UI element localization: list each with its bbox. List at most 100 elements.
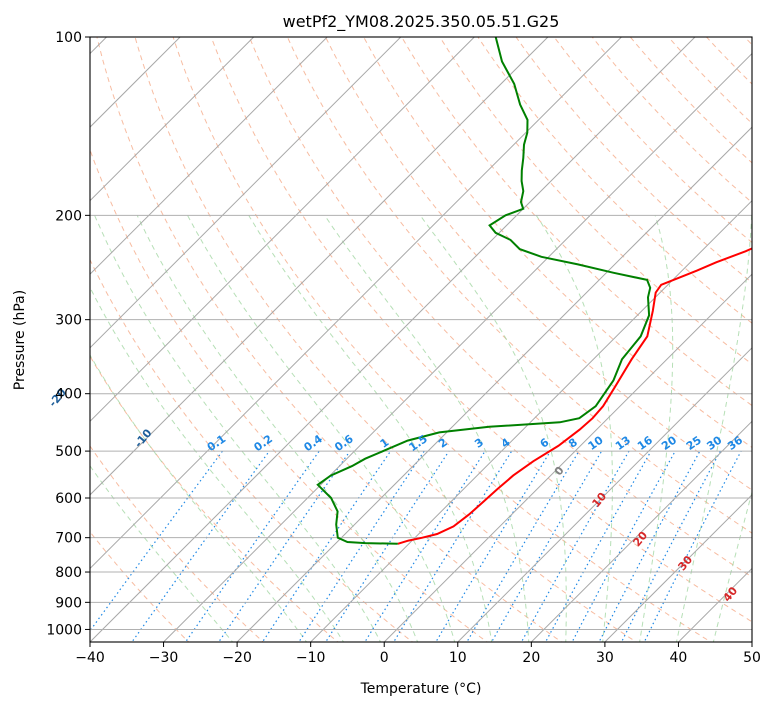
isotherm-line	[751, 641, 752, 642]
mixing-ratio-label: 30	[704, 433, 724, 453]
dry-adiabat-line	[96, 37, 563, 642]
mixing-ratio-line	[466, 450, 580, 642]
moist-adiabat-line	[90, 286, 345, 642]
y-tick-label: 1000	[46, 622, 82, 638]
dry-adiabat-line	[401, 37, 752, 407]
mixing-ratio-label: 4	[499, 436, 513, 451]
y-tick-label: 200	[55, 208, 82, 224]
dry-adiabat-line	[286, 37, 752, 534]
moist-adiabat-line	[90, 354, 308, 642]
dry-adiabat-line	[248, 37, 752, 578]
mixing-ratio-line	[131, 450, 270, 642]
isotherm-line	[604, 494, 752, 642]
dry-adiabat-line	[667, 37, 752, 125]
x-tick-label: −10	[296, 650, 326, 666]
isotherm-line	[383, 273, 752, 642]
y-tick-label: 300	[55, 313, 82, 329]
dry-adiabat-line	[90, 148, 488, 642]
moist-adiabat-label: 20	[630, 529, 650, 549]
moist-adiabat-line	[712, 490, 752, 642]
dry-adiabat-line	[90, 445, 264, 642]
moist-adiabat-line	[419, 215, 567, 642]
x-tick-label: −30	[149, 650, 179, 666]
moist-adiabat-line	[187, 215, 456, 642]
isotherm-line	[310, 199, 752, 642]
isotherm-line	[530, 420, 752, 642]
y-axis-label: Pressure (hPa)	[12, 290, 28, 390]
moist-adiabat-line	[639, 215, 674, 642]
mixing-ratio-label: 36	[725, 433, 745, 453]
isotherm-line	[163, 52, 752, 642]
mixing-ratio-line	[90, 450, 223, 632]
isotherm-line	[90, 37, 696, 642]
x-tick-label: 10	[449, 650, 467, 666]
dry-adiabat-line	[90, 258, 414, 642]
dry-adiabat-line	[705, 37, 752, 85]
dry-adiabat-label: -10	[132, 426, 155, 450]
mixing-ratio-line	[435, 450, 552, 642]
moist-adiabat-line	[675, 215, 752, 642]
plot-frame	[89, 36, 753, 643]
mixing-ratio-line	[298, 450, 425, 642]
dry-adiabat-line	[770, 24, 775, 645]
dry-adiabat-line	[324, 37, 752, 491]
y-tick-label: 500	[55, 444, 82, 460]
mixing-ratio-line	[393, 450, 513, 642]
x-tick-label: 40	[670, 650, 688, 666]
chart-title: wetPf2_YM08.2025.350.05.51.G25	[283, 12, 560, 32]
x-tick-label: −20	[222, 650, 252, 666]
series-line-temperature	[397, 247, 752, 545]
moist-adiabat-line	[248, 215, 493, 642]
mixing-ratio-line	[218, 450, 351, 642]
mixing-ratio-label: 25	[684, 434, 704, 453]
mixing-ratio-line	[364, 450, 486, 642]
moist-adiabat-label: 0	[552, 464, 567, 478]
background-lines	[90, 24, 775, 645]
y-tick-label: 100	[55, 30, 82, 46]
isotherm-line	[457, 347, 752, 642]
dry-adiabat-line	[439, 37, 752, 365]
moist-adiabat-line	[94, 215, 382, 642]
isotherm-line	[90, 37, 475, 423]
y-axis-ticks: 100 200 300 400 500 600 700 800 900 1000	[46, 30, 90, 638]
x-axis-label: Temperature (°C)	[360, 681, 482, 697]
y-tick-label: 600	[55, 491, 82, 507]
x-tick-label: −40	[75, 650, 105, 666]
isotherm-line	[236, 126, 752, 642]
series-line-dewpoint	[316, 37, 652, 545]
isotherm-line	[678, 567, 752, 642]
isotherm-line	[90, 37, 328, 275]
isotherm-line	[90, 37, 402, 349]
moist-adiabat-line	[90, 464, 234, 642]
mixing-ratio-label: 2	[436, 436, 450, 451]
moist-adiabat-label: 40	[720, 584, 740, 604]
mixing-ratio-label: 10	[586, 433, 606, 453]
dry-adiabat-line	[591, 37, 752, 204]
x-tick-label: 30	[596, 650, 614, 666]
dry-adiabat-line	[134, 37, 638, 642]
isotherm-line	[90, 37, 549, 496]
dry-adiabat-line	[210, 37, 752, 623]
y-tick-label: 900	[55, 595, 82, 611]
moist-adiabat-line	[535, 215, 613, 642]
mixing-ratio-line	[643, 450, 742, 642]
isotherm-line	[90, 37, 622, 570]
y-tick-label: 800	[55, 565, 82, 581]
x-axis-ticks: −40 −30 −20 −10 0 10 20 30 40 50	[75, 642, 761, 666]
mixing-ratio-line	[571, 450, 676, 642]
y-tick-label: 700	[55, 531, 82, 547]
x-tick-label: 20	[522, 650, 540, 666]
mixing-ratio-line	[324, 450, 450, 642]
moist-adiabat-line	[324, 215, 530, 642]
mixing-ratio-label: 13	[613, 434, 633, 453]
mixing-ratio-line	[520, 450, 630, 642]
y-tick-label: 400	[55, 387, 82, 403]
moist-adiabat-line	[136, 215, 419, 642]
x-tick-label: 50	[743, 650, 761, 666]
sounding-lines	[316, 37, 752, 545]
moist-adiabat-label: 30	[675, 553, 695, 573]
isotherm-line	[90, 37, 255, 202]
mixing-ratio-line	[620, 450, 721, 642]
